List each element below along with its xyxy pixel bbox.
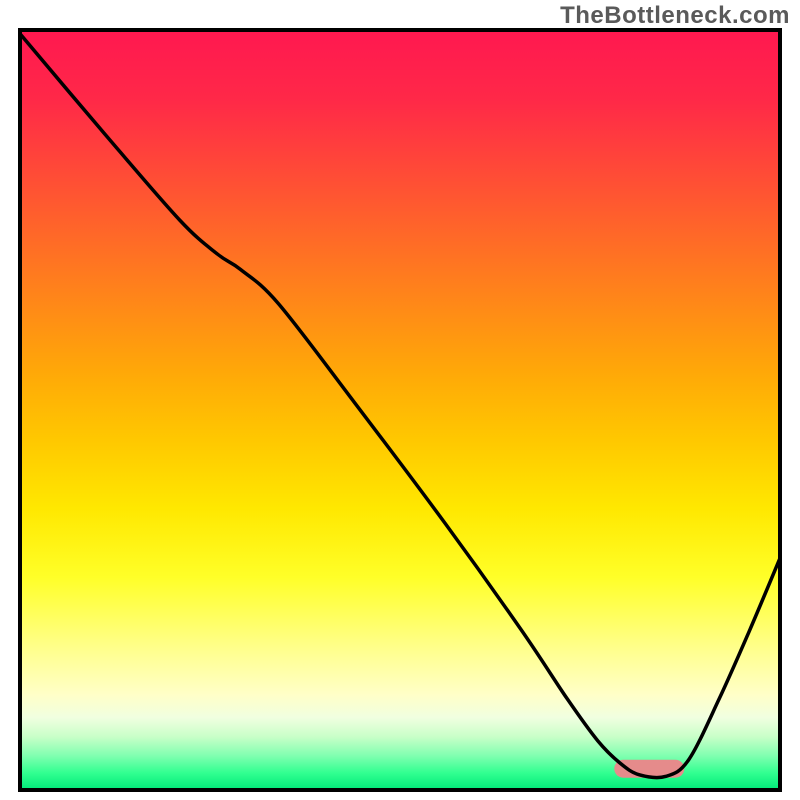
chart-background	[20, 30, 780, 790]
chart-svg	[0, 0, 800, 800]
bottleneck-chart: TheBottleneck.com	[0, 0, 800, 800]
watermark-text: TheBottleneck.com	[560, 2, 790, 30]
